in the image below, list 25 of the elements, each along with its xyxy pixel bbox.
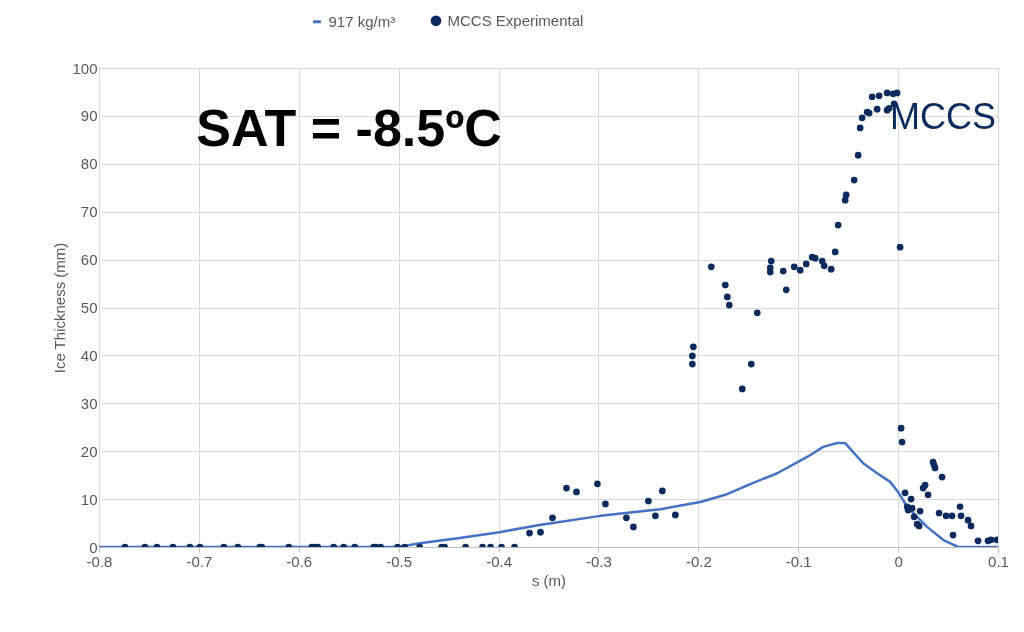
x-tick-label: -0.4: [486, 552, 512, 570]
x-axis-title: s (m): [531, 571, 567, 589]
annotation: MCCS: [890, 96, 996, 137]
annotation: SAT = -8.5ºC: [196, 99, 502, 157]
y-tick-label: 50: [80, 299, 98, 316]
x-tick-label: -0.6: [286, 552, 313, 570]
x-tick-label: 0: [894, 552, 903, 570]
y-tick-label: 100: [72, 59, 98, 77]
y-tick-label: 30: [80, 394, 98, 412]
y-tick-label: 60: [80, 251, 98, 269]
x-tick-label: 0.1: [988, 552, 1009, 570]
y-axis-title: Ice Thickness (mm): [51, 242, 69, 374]
y-tick-label: 70: [80, 203, 98, 221]
y-tick-label: 40: [80, 346, 98, 364]
y-tick-label: 80: [80, 155, 98, 173]
x-tick-label: -0.3: [586, 552, 612, 570]
y-tick-label: 10: [80, 490, 98, 508]
legend-label: MCCS Experimental: [447, 11, 584, 29]
y-tick-label: 90: [80, 107, 98, 125]
x-tick-label: -0.1: [785, 552, 812, 570]
legend-label: 917 kg/m³: [328, 12, 396, 30]
x-tick-label: -0.2: [685, 552, 712, 570]
x-tick-label: -0.5: [386, 552, 413, 570]
x-tick-label: -0.7: [186, 552, 213, 570]
y-tick-label: 20: [80, 442, 98, 460]
